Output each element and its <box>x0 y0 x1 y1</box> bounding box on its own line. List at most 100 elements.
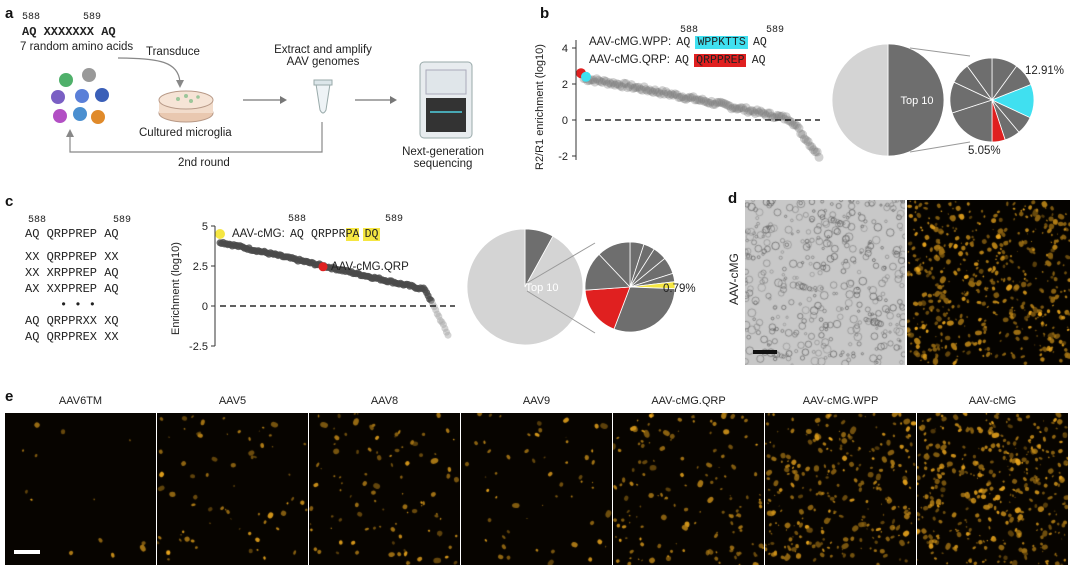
panel-c-top10-pie-slice <box>598 241 631 289</box>
panel-b-point <box>712 97 722 107</box>
panel-b-point <box>701 97 711 107</box>
panel-b-main-pie-slice <box>831 43 889 157</box>
panel-b-point <box>699 96 709 106</box>
panel-b-point <box>686 93 696 103</box>
panel-b-point <box>676 92 686 102</box>
position-589-label: 589 <box>83 12 102 23</box>
panel-b-point <box>727 104 737 114</box>
sequencer-icon <box>419 61 473 139</box>
panel-c-top10-pie-slice <box>584 286 631 330</box>
panel-b-point <box>666 89 676 99</box>
variant-qrp-name: AAV-cMG.QRP: <box>589 54 670 66</box>
transduce-label: Transduce <box>146 46 200 58</box>
panel-b-point <box>630 83 640 93</box>
second-round-label: 2nd round <box>178 157 230 169</box>
panel-b-point <box>747 105 757 115</box>
panel-b-point <box>657 86 667 96</box>
panel-b-point <box>756 106 766 116</box>
panel-b-point <box>696 96 706 106</box>
panel-b-point <box>741 103 751 113</box>
variant-cmg-row: AAV-cMG: AQ QRPPRPA DQ <box>232 228 381 241</box>
panel-b-point <box>734 104 744 114</box>
panel-b-point <box>810 147 820 157</box>
panel-letter-c: c <box>5 193 14 210</box>
panel-b-point <box>732 104 742 114</box>
panel-e-fluorescence-image <box>157 413 308 565</box>
panel-b-point <box>617 82 627 92</box>
panel-e-fluorescence-image <box>765 413 916 565</box>
panel-e-label: AAV-cMG <box>968 395 1017 407</box>
panel-b-point <box>592 74 602 84</box>
panel-b-point <box>730 103 740 113</box>
second-round-arrow <box>69 122 323 153</box>
panel-b-point <box>639 82 649 92</box>
panel-b-y-tick-label: 2 <box>562 79 568 91</box>
panel-b-point <box>683 93 693 103</box>
panel-b-point <box>745 106 755 116</box>
panel-b-y-ticks: -2 0 2 4 <box>558 43 576 163</box>
panel-c-point-cmg <box>215 229 225 239</box>
panel-b-point <box>750 108 760 118</box>
panel-b-point <box>723 100 733 110</box>
panel-b-point <box>625 82 635 92</box>
panel-b-point <box>710 99 720 109</box>
panel-b-point <box>788 120 798 130</box>
panel-c-y-tick-label: 2.5 <box>193 261 208 273</box>
panel-b-point <box>708 100 718 110</box>
culture-dish-icon <box>158 90 214 123</box>
sample-tube-icon <box>313 79 333 114</box>
panel-b-point <box>803 137 813 147</box>
panel-b-point <box>663 89 673 99</box>
panel-b-point-wpp <box>581 71 591 82</box>
panel-b-point <box>812 147 822 157</box>
panel-c-variant-pos-588: 588 <box>288 214 307 225</box>
panel-b-point <box>614 79 624 89</box>
panel-b-point <box>790 120 800 130</box>
panel-e-label: AAV-cMG.QRP <box>651 395 726 407</box>
panel-b-point <box>739 105 749 115</box>
panel-b-pos-588: 588 <box>680 25 699 36</box>
variant-cmg-highlight: PA <box>345 228 360 241</box>
panel-b-point <box>705 98 715 108</box>
panel-b-point <box>752 105 762 115</box>
panel-c-points <box>215 229 452 339</box>
panel-b-point <box>807 142 817 152</box>
panel-b-point <box>779 114 789 124</box>
panel-b-y-tick-label: -2 <box>558 151 568 163</box>
panel-letter-e: e <box>5 388 14 405</box>
panel-b-point <box>716 97 726 107</box>
panel-b-point <box>606 79 616 89</box>
panel-b-point <box>597 77 607 87</box>
panel-b-point <box>594 75 604 85</box>
panel-e-label: AAV6TM <box>58 395 103 407</box>
panel-e-label: AAV9 <box>522 395 551 407</box>
panel-b-point <box>717 98 727 108</box>
panel-b-point <box>781 112 791 122</box>
panel-b-pie-charts: Top 10 <box>831 43 1035 157</box>
panel-b-main-pie-slice <box>887 43 945 157</box>
panel-b-point <box>599 75 609 85</box>
panel-b-point <box>623 83 633 93</box>
panel-e-label: AAV8 <box>370 395 399 407</box>
panel-b-point <box>646 86 656 96</box>
panel-b-point <box>763 108 773 118</box>
panel-c-top10-label: Top 10 <box>525 282 558 294</box>
panel-b-point <box>632 82 642 92</box>
panel-c-pos-588: 588 <box>28 215 47 226</box>
panel-b-rank-plot: -2 0 2 4 <box>558 40 824 163</box>
panel-c-point <box>444 331 452 339</box>
panel-b-point <box>765 108 775 118</box>
panel-b-point <box>714 97 724 107</box>
panel-letter-a: a <box>5 5 14 22</box>
panel-b-point <box>761 111 771 121</box>
panel-e-fluorescence-image <box>917 413 1068 565</box>
panel-c-y-ticks: -2.5 0 2.5 5 <box>189 221 215 353</box>
panel-b-point <box>703 98 713 108</box>
panel-b-point <box>626 80 636 90</box>
panel-b-point <box>628 83 638 93</box>
panel-b-point <box>754 108 764 118</box>
panel-b-point <box>677 92 687 102</box>
panel-c-variant-pos-589: 589 <box>385 214 404 225</box>
panel-b-point <box>772 110 782 120</box>
panel-b-point <box>665 90 675 100</box>
